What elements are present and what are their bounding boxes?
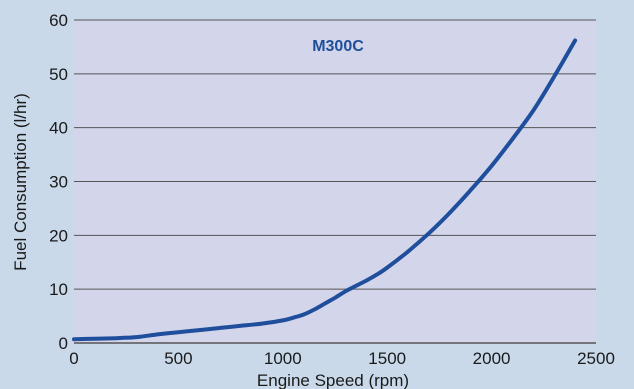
series-line-m300c xyxy=(72,38,578,342)
x-tick-label: 0 xyxy=(69,349,78,368)
y-axis-ticks: 0 10 20 30 40 50 60 xyxy=(49,11,68,353)
x-tick-label: 2500 xyxy=(577,349,615,368)
y-tick-label: 40 xyxy=(49,119,68,138)
y-tick-label: 10 xyxy=(49,280,68,299)
y-axis-title: Fuel Consumption (l/hr) xyxy=(11,93,30,271)
x-tick-label: 500 xyxy=(164,349,192,368)
y-tick-label: 50 xyxy=(49,65,68,84)
y-tick-label: 30 xyxy=(49,173,68,192)
x-axis-title: Engine Speed (rpm) xyxy=(257,371,409,389)
y-tick-label: 60 xyxy=(49,11,68,30)
x-axis-ticks: 0 500 1000 1500 2000 2500 xyxy=(69,349,615,368)
grid-lines xyxy=(74,19,596,344)
series-annotation: M300C xyxy=(312,38,364,55)
y-tick-label: 20 xyxy=(49,226,68,245)
x-tick-label: 2000 xyxy=(473,349,511,368)
y-tick-label: 0 xyxy=(59,334,68,353)
x-tick-label: 1500 xyxy=(368,349,406,368)
x-tick-label: 1000 xyxy=(264,349,302,368)
